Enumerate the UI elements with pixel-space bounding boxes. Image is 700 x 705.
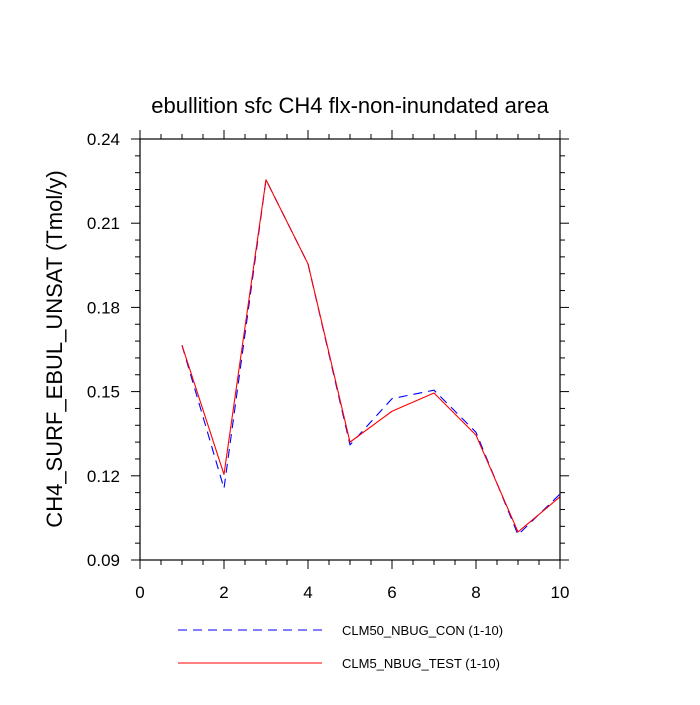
chart-title: ebullition sfc CH4 flx-non-inundated are… (151, 93, 549, 118)
series-line-2 (181, 179, 561, 533)
x-tick-label: 4 (303, 583, 312, 602)
y-tick-label: 0.18 (87, 298, 120, 317)
x-tick-label: 8 (471, 583, 480, 602)
legend-label-1: CLM50_NBUG_CON (1-10) (342, 623, 503, 638)
x-tick-label: 2 (219, 583, 228, 602)
y-tick-label: 0.15 (87, 383, 120, 402)
axis-tick-labels: 0 2 4 6 8 10 0.09 0.12 0.15 0.18 0.21 0.24 (87, 130, 570, 602)
axis-ticks (131, 130, 569, 569)
y-tick-label: 0.21 (87, 214, 120, 233)
y-axis-label: CH4_SURF_EBUL_UNSAT (Tmol/y) (42, 170, 67, 527)
y-tick-label: 0.09 (87, 551, 120, 570)
legend-label-2: CLM5_NBUG_TEST (1-10) (342, 656, 500, 671)
y-tick-label: 0.24 (87, 130, 120, 149)
legend: CLM50_NBUG_CON (1-10) CLM5_NBUG_TEST (1-1… (178, 623, 503, 671)
y-tick-label: 0.12 (87, 467, 120, 486)
series-line-1 (181, 179, 561, 536)
x-tick-label: 10 (551, 583, 570, 602)
series-lines (181, 179, 561, 536)
plot-frame (139, 138, 561, 561)
x-tick-label: 6 (387, 583, 396, 602)
x-tick-label: 0 (135, 583, 144, 602)
